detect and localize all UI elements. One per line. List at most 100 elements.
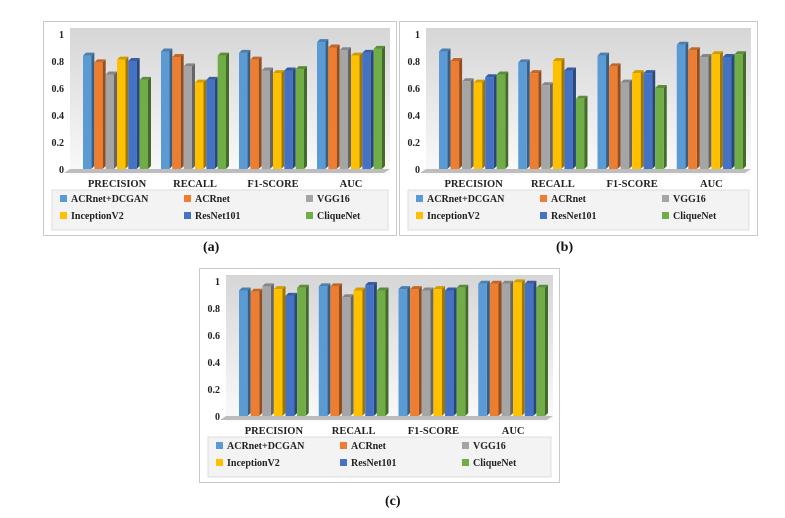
- legend-label: ACRnet: [351, 441, 387, 452]
- bar-side: [192, 63, 195, 169]
- bar-top: [172, 53, 184, 57]
- bar-f1-score-0: [597, 55, 607, 169]
- bar-precision-1: [94, 62, 103, 169]
- bar-auc-5: [536, 287, 545, 416]
- caption-a: (a): [203, 240, 220, 255]
- bar-top: [94, 59, 106, 63]
- bar-recall-4: [564, 70, 573, 169]
- bar-top: [262, 283, 274, 287]
- bar-precision-4: [285, 295, 295, 416]
- bar-top: [478, 280, 490, 284]
- bar-top: [489, 280, 502, 284]
- bar-recall-1: [172, 56, 181, 170]
- bar-recall-1: [330, 286, 339, 416]
- bar-auc-0: [478, 283, 487, 416]
- bar-side: [498, 280, 502, 416]
- bar-top: [128, 58, 140, 61]
- y-tick-label: 0.8: [52, 57, 65, 68]
- legend-label: ResNet101: [195, 211, 241, 222]
- bar-top: [105, 71, 117, 75]
- bar-f1-score-0: [239, 52, 248, 169]
- bar-auc-3: [351, 55, 360, 169]
- y-tick-label: 1: [415, 30, 420, 41]
- bar-precision-3: [117, 59, 126, 169]
- y-tick-label: 1: [59, 30, 64, 41]
- legend-swatch: [340, 442, 347, 449]
- bar-side: [114, 71, 117, 169]
- x-tick-label: PRECISION: [88, 179, 147, 190]
- bar-top: [597, 52, 610, 56]
- bar-recall-3: [353, 290, 363, 416]
- bar-side: [226, 52, 229, 169]
- bar-side: [169, 48, 173, 169]
- legend-label: CliqueNet: [673, 211, 717, 222]
- bar-top: [330, 283, 342, 287]
- legend-swatch: [340, 459, 347, 466]
- bar-f1-score-4: [284, 70, 293, 169]
- bar-top: [161, 48, 173, 52]
- bar-top: [536, 284, 548, 288]
- bar-side: [731, 53, 735, 170]
- bar-top: [421, 287, 434, 291]
- chart-floor: [220, 416, 553, 420]
- bar-f1-score-0: [398, 289, 408, 416]
- legend-label: CliqueNet: [473, 458, 517, 469]
- bar-recall-0: [161, 51, 170, 169]
- bar-top: [699, 53, 712, 57]
- bar-side: [125, 56, 129, 169]
- bar-precision-4: [485, 77, 494, 169]
- bar-f1-score-2: [261, 70, 270, 169]
- bar-side: [486, 280, 490, 416]
- bar-top: [183, 63, 195, 67]
- bar-top: [496, 71, 509, 75]
- legend-label: CliqueNet: [317, 211, 361, 222]
- bar-recall-5: [376, 290, 386, 416]
- bar-top: [117, 56, 129, 60]
- bar-top: [734, 51, 746, 55]
- legend-label: ResNet101: [351, 458, 397, 469]
- bar-side: [743, 51, 746, 169]
- bar-side: [652, 70, 656, 169]
- bar-precision-4: [128, 61, 137, 169]
- bar-side: [339, 283, 342, 416]
- legend-label: InceptionV2: [427, 211, 480, 222]
- bar-side: [482, 79, 486, 169]
- bar-side: [270, 283, 274, 416]
- bar-f1-score-3: [433, 289, 442, 416]
- bar-top: [676, 41, 689, 45]
- bar-top: [398, 286, 411, 290]
- bar-side: [148, 76, 151, 169]
- bar-recall-5: [217, 55, 226, 169]
- bar-side: [418, 286, 422, 416]
- bar-top: [342, 294, 354, 298]
- legend-label: VGG16: [317, 194, 350, 205]
- bar-top: [195, 79, 207, 83]
- y-tick-label: 0.6: [408, 84, 421, 95]
- bar-f1-score-1: [609, 66, 618, 169]
- bar-side: [696, 47, 700, 170]
- y-tick-label: 0.2: [52, 138, 65, 149]
- bar-side: [685, 41, 689, 169]
- legend-swatch: [416, 212, 423, 219]
- bar-side: [533, 280, 537, 416]
- chart-c-svg: 0 0.2 0.4 0.6 0.8 1 PRECISION RECALL F1-SCORE AUC…: [207, 275, 553, 478]
- bar-side: [294, 292, 298, 416]
- bar-auc-2: [501, 283, 511, 416]
- bar-auc-1: [489, 283, 499, 416]
- bar-side: [203, 79, 207, 169]
- bar-recall-4: [365, 285, 374, 416]
- x-tick-label: RECALL: [173, 179, 217, 190]
- bar-top: [297, 284, 309, 288]
- bar-f1-score-5: [295, 69, 304, 169]
- bar-recall-1: [529, 73, 539, 169]
- bar-precision-1: [250, 291, 260, 416]
- legend-swatch: [60, 195, 67, 202]
- bar-side: [617, 63, 621, 169]
- bar-top: [339, 47, 351, 51]
- bar-top: [473, 79, 486, 83]
- legend-swatch: [184, 212, 191, 219]
- bar-top: [711, 51, 723, 55]
- bar-side: [430, 287, 434, 416]
- y-tick-label: 0.4: [408, 111, 421, 122]
- bar-top: [632, 70, 644, 74]
